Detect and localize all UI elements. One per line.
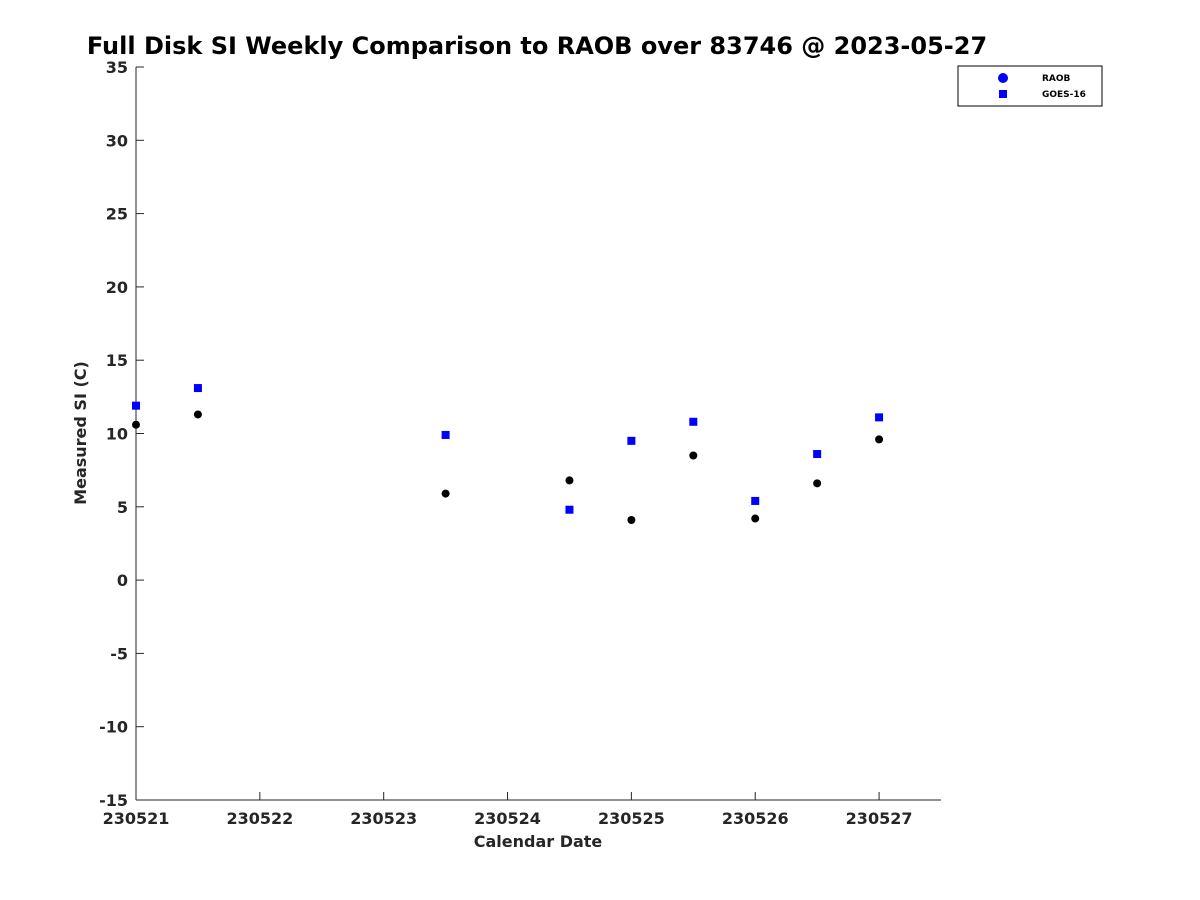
legend-square-icon [999, 90, 1007, 98]
x-tick-label: 230522 [226, 809, 293, 828]
goes-16-point [813, 450, 822, 459]
goes-16-point [565, 505, 574, 514]
y-tick-label: 15 [106, 351, 128, 370]
y-tick-label: 20 [106, 278, 128, 297]
x-tick-label: 230525 [598, 809, 665, 828]
raob-point [751, 514, 760, 523]
legend: RAOB GOES-16 [957, 65, 1103, 107]
y-axis-label: Measured SI (C) [71, 361, 90, 505]
x-axis-label: Calendar Date [474, 832, 603, 851]
legend-label: GOES-16 [1042, 90, 1086, 100]
x-tick-label: 230523 [350, 809, 417, 828]
y-tick-label: -5 [110, 644, 128, 663]
y-tick-label: 5 [117, 498, 128, 517]
goes-16-point [689, 417, 698, 426]
y-tick-label: 35 [106, 58, 128, 77]
x-tick-label: 230524 [474, 809, 541, 828]
goes-16-point [875, 413, 884, 422]
y-tick-label: -10 [99, 718, 128, 737]
raob-point [813, 479, 822, 488]
x-tick-label: 230527 [846, 809, 913, 828]
raob-point [875, 435, 884, 444]
x-tick-label: 230521 [103, 809, 170, 828]
raob-point [441, 489, 450, 498]
goes-16-point [441, 430, 450, 439]
raob-point [565, 476, 574, 485]
raob-point [689, 451, 698, 460]
x-tick-label: 230526 [722, 809, 789, 828]
y-tick-label: 30 [106, 131, 128, 150]
chart-title: Full Disk SI Weekly Comparison to RAOB o… [87, 32, 987, 60]
legend-label: RAOB [1042, 74, 1071, 84]
goes-16-point [751, 496, 760, 505]
raob-point [627, 515, 636, 524]
raob-point [132, 420, 140, 429]
y-tick-label: 10 [106, 425, 128, 444]
goes-16-point [193, 384, 202, 393]
legend-box [957, 65, 1103, 107]
raob-point [193, 410, 202, 419]
goes-16-point [627, 436, 636, 445]
data-marks [132, 384, 884, 524]
goes-16-point [132, 401, 140, 410]
y-tick-label: -15 [99, 791, 128, 810]
y-tick-label: 0 [117, 571, 128, 590]
y-tick-label: 25 [106, 205, 128, 224]
legend-circle-icon [998, 73, 1008, 83]
